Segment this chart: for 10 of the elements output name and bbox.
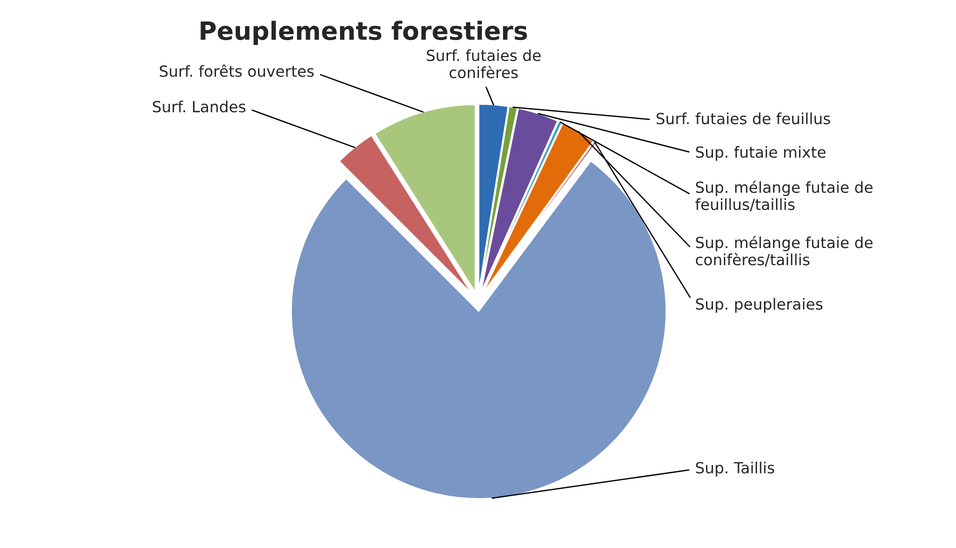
slice-label: Surf. futaies de conifères	[426, 49, 541, 78]
slice-label: Surf. futaies de feuillus	[656, 112, 830, 124]
slice-label: Sup. futaie mixte	[696, 146, 826, 161]
slice-label: Sup. mélange futaie de feuillus/taillis	[695, 180, 873, 212]
slice-label: Sup. Taillis	[696, 462, 774, 476]
chart-title: Peuplements forestiers	[200, 20, 527, 45]
slice-label: Sup. mélange futaie de conifères/taillis	[696, 236, 873, 267]
slice-label: Surf. Landes	[152, 100, 246, 112]
slice-label: Surf. forêts ouvertes	[160, 64, 314, 77]
slice-label: Sup. peupleraies	[696, 298, 822, 313]
